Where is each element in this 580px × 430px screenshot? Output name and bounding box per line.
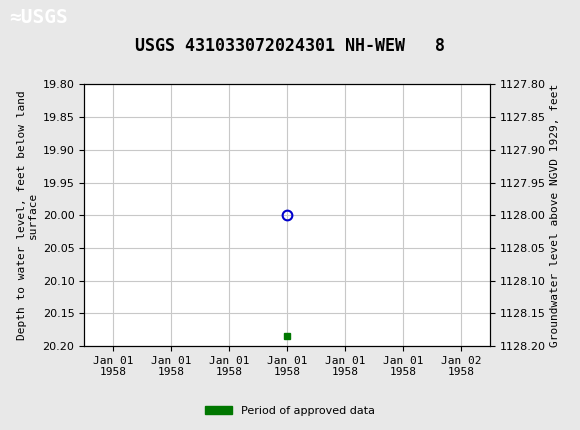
Text: USGS 431033072024301 NH-WEW   8: USGS 431033072024301 NH-WEW 8 — [135, 37, 445, 55]
Legend: Period of approved data: Period of approved data — [200, 401, 380, 420]
Text: ≈USGS: ≈USGS — [9, 8, 67, 27]
Y-axis label: Depth to water level, feet below land
surface: Depth to water level, feet below land su… — [17, 90, 38, 340]
Y-axis label: Groundwater level above NGVD 1929, feet: Groundwater level above NGVD 1929, feet — [550, 84, 560, 347]
